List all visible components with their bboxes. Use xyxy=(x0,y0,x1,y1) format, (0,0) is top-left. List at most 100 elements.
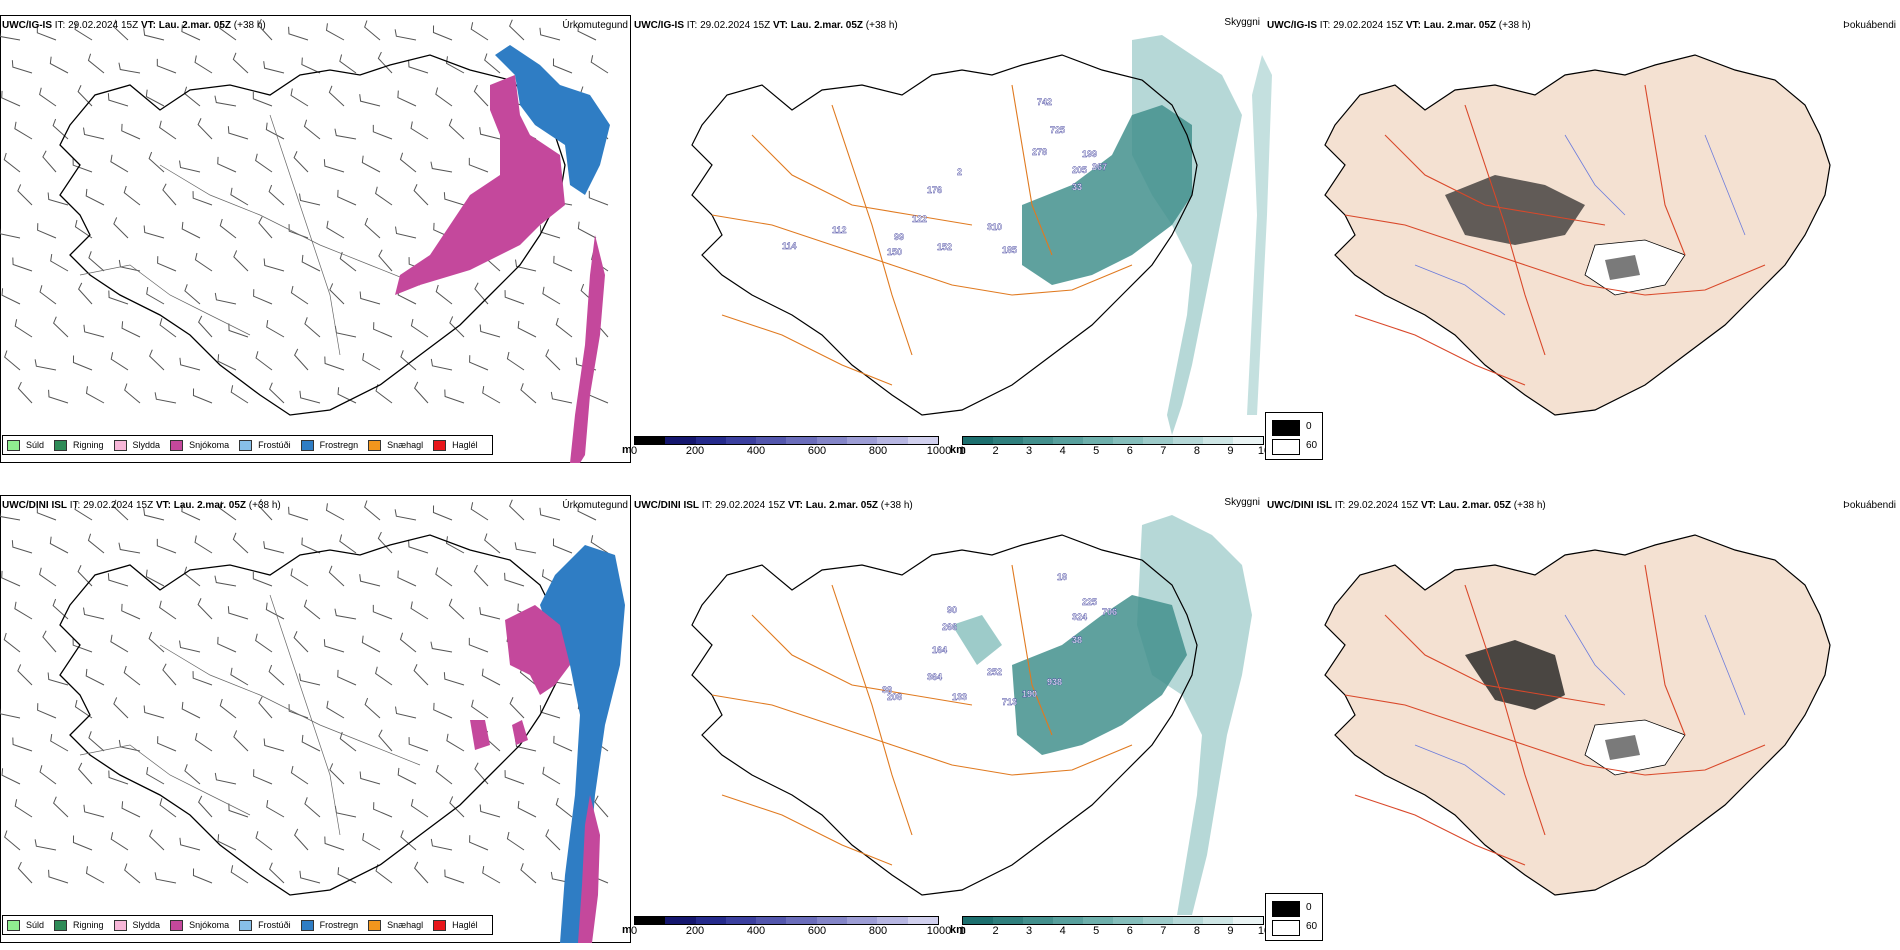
cloud-base-label: 176 xyxy=(927,185,942,195)
wind-barb xyxy=(181,221,201,239)
cloud-base-label: 225 xyxy=(1082,597,1097,607)
wind-barb xyxy=(288,26,309,41)
colorbar-cell xyxy=(1083,917,1113,924)
cloud-base-label: 122 xyxy=(912,214,927,224)
wind-barb xyxy=(361,155,381,173)
lead-time: (+38 h) xyxy=(1513,500,1546,511)
colorbar-tick-label: 1000 xyxy=(926,445,952,457)
wind-barb xyxy=(553,735,573,752)
wind-barb xyxy=(263,738,285,752)
colorbar-cell xyxy=(816,917,848,924)
wind-barb xyxy=(78,282,93,305)
visibility-colorbar: km 1 2 3 4 5 6 7 8 9 10 xyxy=(950,916,1270,937)
colorbar-tick-label: 9 xyxy=(1227,925,1234,937)
panel-header: UWC/DINI ISL IT: 29.02.2024 15Z VT: Lau.… xyxy=(2,500,281,511)
wind-barb xyxy=(413,184,429,206)
wind-barb xyxy=(542,286,561,305)
wind-barb xyxy=(303,599,321,620)
wind-barb xyxy=(1,768,21,785)
wind-barb xyxy=(325,23,345,41)
wind-barb xyxy=(377,51,393,74)
legend-item-6: Snæhagl xyxy=(368,919,423,931)
vt-label: VT: xyxy=(155,500,171,511)
wind-barb xyxy=(192,671,213,686)
colorbar-ticks: 0 200 400 600 800 1000 xyxy=(631,445,951,457)
legend-label: Snæhagl xyxy=(387,440,424,450)
wind-barb xyxy=(219,21,237,41)
wind-barb xyxy=(397,90,417,107)
wind-barb xyxy=(121,321,141,338)
wind-barb xyxy=(268,664,285,686)
cloud-base-label: 208 xyxy=(887,692,902,702)
wind-barb xyxy=(290,285,309,305)
wind-barb xyxy=(552,538,573,554)
wind-barb xyxy=(394,509,417,521)
wind-barb xyxy=(118,542,141,554)
wind-barb xyxy=(539,507,561,521)
colorbar-tick-label: 3 xyxy=(1026,445,1033,457)
cloud-base-label: 310 xyxy=(987,222,1002,232)
wind-barb xyxy=(181,504,201,521)
wind-barb xyxy=(303,119,321,140)
legend-swatch xyxy=(7,439,20,451)
wind-barb xyxy=(361,635,381,653)
wind-barb xyxy=(157,256,177,272)
wind-barb xyxy=(293,151,309,173)
legend-swatch xyxy=(433,439,447,451)
wind-barb xyxy=(509,499,525,521)
wind-barb xyxy=(233,730,249,752)
wind-barb xyxy=(410,798,429,818)
colorbar-tick-label: 400 xyxy=(746,925,766,937)
colorbar-tick-label: 200 xyxy=(685,925,705,937)
wind-barb xyxy=(83,324,105,338)
cloud-visibility-panel-row1: 742 725 278 199 205 367 33 2 176 122 99 150 152 310 18… xyxy=(622,15,1272,463)
colorbar-cell xyxy=(1113,437,1143,444)
model-name: UWC/DINI ISL xyxy=(2,500,67,511)
colorbar-cells xyxy=(962,436,1264,445)
legend-label: Slydda xyxy=(132,440,161,450)
wind-barb xyxy=(230,667,249,686)
wind-barb xyxy=(378,249,393,272)
wind-barb xyxy=(87,53,105,74)
fog-panel-row1: UWC/IG-IS IT: 29.02.2024 15Z VT: Lau. 2.… xyxy=(1265,15,1900,463)
wind-barb xyxy=(227,606,249,620)
colorbar-cell xyxy=(1233,437,1263,444)
valid-time: Lau. 2.mar. 05Z xyxy=(158,20,232,31)
wind-barb xyxy=(290,765,309,785)
wind-barb xyxy=(520,863,537,884)
wind-barb xyxy=(48,389,69,404)
wind-barb xyxy=(359,291,381,305)
wind-barb xyxy=(233,250,249,272)
wind-barb xyxy=(34,359,57,371)
fog-legend-white-swatch xyxy=(1272,920,1300,936)
vt-label: VT: xyxy=(772,20,788,31)
wind-barb xyxy=(83,804,105,818)
wind-barb xyxy=(479,607,501,620)
wind-barb xyxy=(394,29,417,41)
wind-barb xyxy=(378,729,393,752)
legend-label: Súld xyxy=(26,440,45,450)
wind-barb xyxy=(3,152,21,173)
wind-barb xyxy=(110,154,129,173)
wind-barb xyxy=(509,19,525,41)
wind-barb xyxy=(362,353,381,371)
wind-barb xyxy=(435,87,453,107)
wind-barb xyxy=(39,87,57,107)
wind-barb xyxy=(83,607,105,620)
wind-barb xyxy=(194,55,213,74)
colorbar-tick-label: 8 xyxy=(1193,445,1200,457)
colorbar-cell xyxy=(1023,917,1053,924)
wind-barb xyxy=(0,32,21,41)
wind-barb xyxy=(473,84,489,107)
lead-time: (+38 h) xyxy=(880,500,913,511)
wind-barb xyxy=(11,60,33,74)
legend-swatch xyxy=(7,919,20,931)
wind-barb xyxy=(449,796,465,818)
wind-barb xyxy=(230,865,249,884)
legend-label: Frostúði xyxy=(258,440,291,450)
wind-barb xyxy=(506,831,525,851)
wind-barb xyxy=(473,564,489,587)
wind-barb xyxy=(36,505,57,521)
wind-barb xyxy=(0,228,21,239)
cloud-base-label: 114 xyxy=(782,241,797,251)
